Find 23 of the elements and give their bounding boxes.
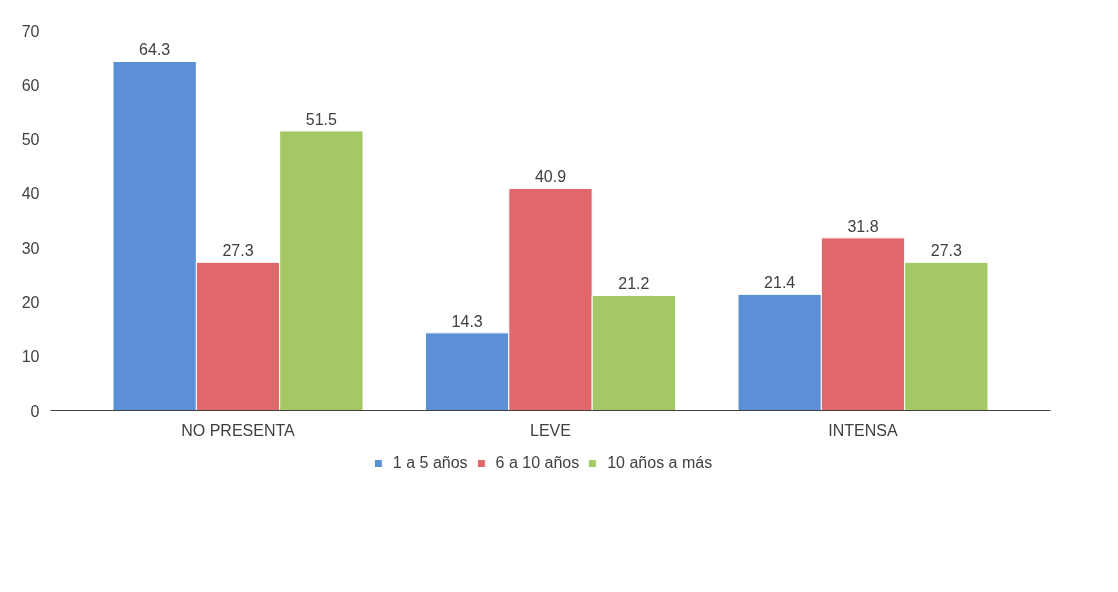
y-tick-label: 10 (21, 348, 40, 366)
data-label: 21.2 (618, 275, 650, 293)
data-label: 31.8 (847, 217, 879, 235)
data-label: 51.5 (305, 110, 338, 128)
legend-label: 10 años a más (607, 454, 713, 472)
data-label: 27.3 (930, 242, 963, 260)
legend-label: 1 a 5 años (392, 454, 468, 472)
data-label: 27.3 (222, 242, 254, 260)
y-tick-label: 70 (21, 22, 40, 40)
data-label: 14.3 (451, 312, 483, 330)
data-label: 21.4 (764, 274, 796, 292)
x-tick-label: LEVE (530, 421, 571, 439)
y-tick-label: 20 (21, 293, 40, 311)
data-label: 40.9 (534, 168, 567, 186)
y-tick-label: 50 (21, 131, 40, 149)
data-label: 64.3 (139, 41, 171, 59)
y-tick-label: 0 (30, 402, 40, 420)
legend-label: 6 a 10 años (495, 454, 580, 472)
y-tick-label: 60 (21, 76, 40, 94)
x-tick-label: INTENSA (828, 421, 898, 439)
y-tick-label: 30 (21, 239, 40, 257)
x-tick-label: NO PRESENTA (181, 421, 296, 439)
y-tick-label: 40 (21, 185, 40, 203)
